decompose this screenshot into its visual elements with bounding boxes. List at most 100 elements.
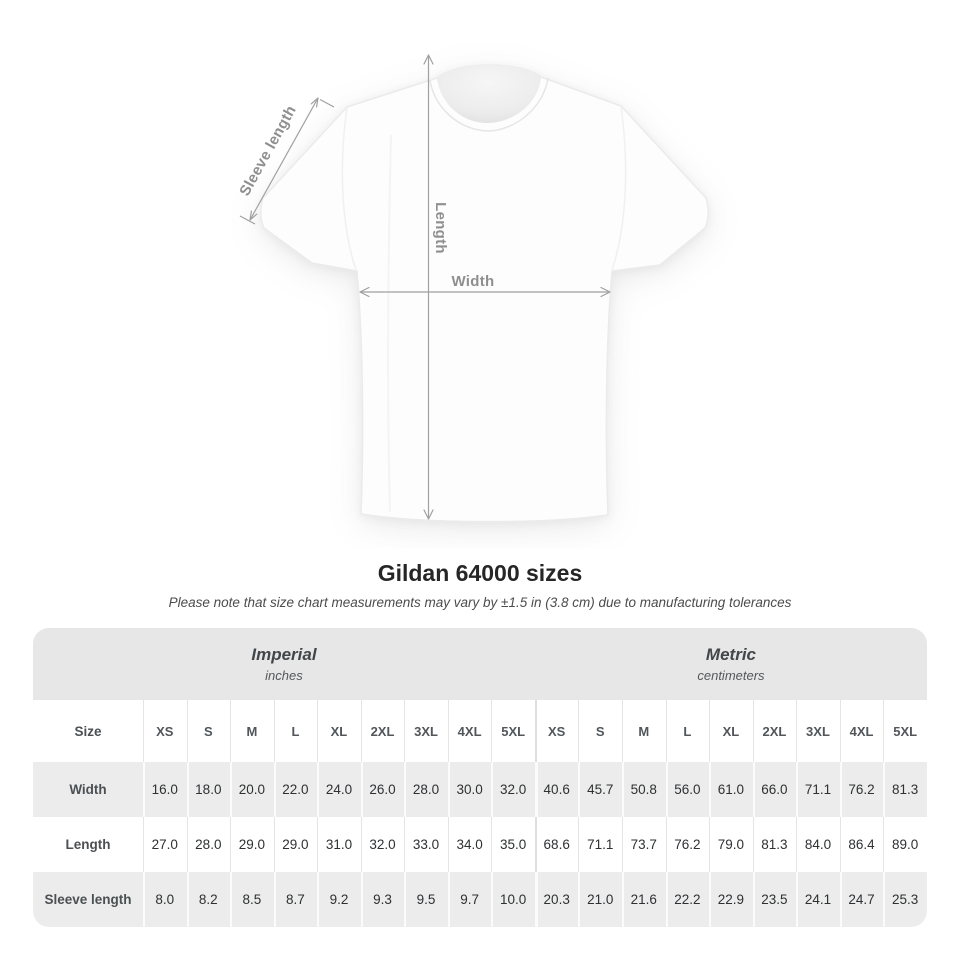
size-col-metric-5xl: 5XL — [883, 700, 927, 762]
size-col-imperial-xs: XS — [143, 700, 187, 762]
metric-subtitle: centimeters — [697, 667, 765, 683]
size-col-metric-m: M — [622, 700, 666, 762]
cell-imperial-m: 29.0 — [230, 817, 274, 872]
cell-metric-l: 22.2 — [666, 872, 710, 927]
cell-metric-s: 21.0 — [578, 872, 622, 927]
cell-metric-3xl: 84.0 — [796, 817, 840, 872]
imperial-subtitle: inches — [265, 667, 303, 683]
size-col-metric-4xl: 4XL — [839, 700, 884, 762]
width-label: Width — [451, 273, 494, 290]
cell-imperial-5xl: 32.0 — [491, 762, 535, 817]
size-col-imperial-s: S — [186, 700, 231, 762]
measure-row-sleeve-length: Sleeve length 8.0 8.2 8.5 8.7 9.2 9.3 9.5 9.7 10.… — [33, 872, 927, 927]
neck-opening — [437, 65, 541, 124]
size-col-metric-l: L — [665, 700, 710, 762]
cell-metric-s: 71.1 — [578, 817, 622, 872]
imperial-header: Imperial inches — [33, 628, 535, 700]
cell-imperial-3xl: 9.5 — [404, 872, 448, 927]
size-header-row: Size XS S M L XL 2XL 3XL 4XL 5XL XS S M L XL 2XL 3XL 4XL… — [33, 700, 927, 762]
metric-title: Metric — [705, 645, 756, 665]
size-col-imperial-2xl: 2XL — [360, 700, 405, 762]
sleeve-length-arrow — [239, 97, 335, 225]
cell-metric-xs: 40.6 — [535, 762, 579, 817]
row-label: Width — [69, 782, 107, 797]
cell-imperial-m: 8.5 — [230, 872, 274, 927]
length-arrow — [423, 54, 434, 520]
cell-metric-xs: 20.3 — [535, 872, 579, 927]
size-col-metric-2xl: 2XL — [752, 700, 797, 762]
cell-metric-l: 56.0 — [666, 762, 710, 817]
tshirt-graphic — [260, 64, 709, 523]
size-col-imperial-5xl: 5XL — [491, 700, 535, 762]
row-label: Length — [65, 837, 111, 852]
cell-imperial-4xl: 9.7 — [448, 872, 492, 927]
size-col-metric-xl: XL — [709, 700, 753, 762]
tshirt-body — [260, 64, 709, 523]
cell-metric-3xl: 24.1 — [796, 872, 840, 927]
cell-imperial-s: 8.2 — [187, 872, 231, 927]
tshirt-diagram: Length Width Sleeve length — [236, 54, 709, 523]
cell-metric-5xl: 81.3 — [883, 762, 927, 817]
fabric-crease — [387, 134, 392, 513]
cell-metric-5xl: 89.0 — [883, 817, 927, 872]
cell-imperial-s: 28.0 — [187, 817, 231, 872]
cell-metric-xl: 61.0 — [709, 762, 753, 817]
size-table: Imperial inches Metric centimeters Size … — [33, 628, 927, 927]
size-col-metric-3xl: 3XL — [796, 700, 840, 762]
size-col-imperial-l: L — [273, 700, 318, 762]
cell-metric-4xl: 76.2 — [840, 762, 884, 817]
width-arrow — [359, 286, 611, 298]
cell-imperial-m: 20.0 — [230, 762, 274, 817]
cell-imperial-2xl: 32.0 — [361, 817, 405, 872]
cell-metric-4xl: 24.7 — [840, 872, 884, 927]
cell-metric-2xl: 81.3 — [753, 817, 797, 872]
tolerance-note: Please note that size chart measurements… — [168, 595, 792, 610]
right-armhole-seam — [611, 105, 627, 271]
cell-imperial-xl: 9.2 — [317, 872, 361, 927]
cell-metric-m: 73.7 — [622, 817, 666, 872]
size-col-imperial-4xl: 4XL — [447, 700, 492, 762]
unit-header-row: Imperial inches Metric centimeters — [33, 628, 927, 700]
cell-metric-2xl: 23.5 — [753, 872, 797, 927]
cell-imperial-3xl: 33.0 — [404, 817, 448, 872]
cell-imperial-l: 8.7 — [274, 872, 318, 927]
cell-imperial-xl: 24.0 — [317, 762, 361, 817]
cell-imperial-2xl: 26.0 — [361, 762, 405, 817]
row-label: Sleeve length — [44, 892, 132, 907]
length-label: Length — [432, 202, 449, 254]
cell-imperial-2xl: 9.3 — [361, 872, 405, 927]
cell-imperial-s: 18.0 — [187, 762, 231, 817]
cell-imperial-xs: 16.0 — [143, 762, 187, 817]
cell-metric-4xl: 86.4 — [840, 817, 884, 872]
cell-imperial-3xl: 28.0 — [404, 762, 448, 817]
cell-metric-s: 45.7 — [578, 762, 622, 817]
size-col-imperial-3xl: 3XL — [404, 700, 448, 762]
cell-imperial-xl: 31.0 — [317, 817, 361, 872]
cell-metric-xl: 22.9 — [709, 872, 753, 927]
cell-imperial-5xl: 10.0 — [491, 872, 535, 927]
cell-metric-l: 76.2 — [666, 817, 710, 872]
cell-imperial-4xl: 34.0 — [448, 817, 492, 872]
cell-metric-xl: 79.0 — [709, 817, 753, 872]
size-corner-label: Size — [33, 700, 143, 762]
metric-header: Metric centimeters — [534, 628, 927, 700]
page-title: Gildan 64000 sizes — [377, 560, 583, 586]
measure-row-length: Length 27.0 28.0 29.0 29.0 31.0 32.0 33.0 34.0 35… — [33, 817, 927, 872]
size-col-metric-s: S — [578, 700, 623, 762]
cell-metric-3xl: 71.1 — [796, 762, 840, 817]
cell-metric-xs: 68.6 — [535, 817, 579, 872]
cell-metric-m: 21.6 — [622, 872, 666, 927]
imperial-title: Imperial — [251, 645, 317, 665]
measure-row-width: Width 16.0 18.0 20.0 22.0 24.0 26.0 28.0 30.0 32.… — [33, 762, 927, 817]
cell-metric-5xl: 25.3 — [883, 872, 927, 927]
size-col-imperial-xl: XL — [317, 700, 361, 762]
size-col-imperial-m: M — [230, 700, 274, 762]
cell-metric-2xl: 66.0 — [753, 762, 797, 817]
cell-imperial-l: 22.0 — [274, 762, 318, 817]
size-col-metric-xs: XS — [534, 700, 579, 762]
cell-imperial-4xl: 30.0 — [448, 762, 492, 817]
cell-imperial-xs: 8.0 — [143, 872, 187, 927]
cell-imperial-5xl: 35.0 — [491, 817, 535, 872]
cell-metric-m: 50.8 — [622, 762, 666, 817]
left-armhole-seam — [341, 106, 357, 271]
